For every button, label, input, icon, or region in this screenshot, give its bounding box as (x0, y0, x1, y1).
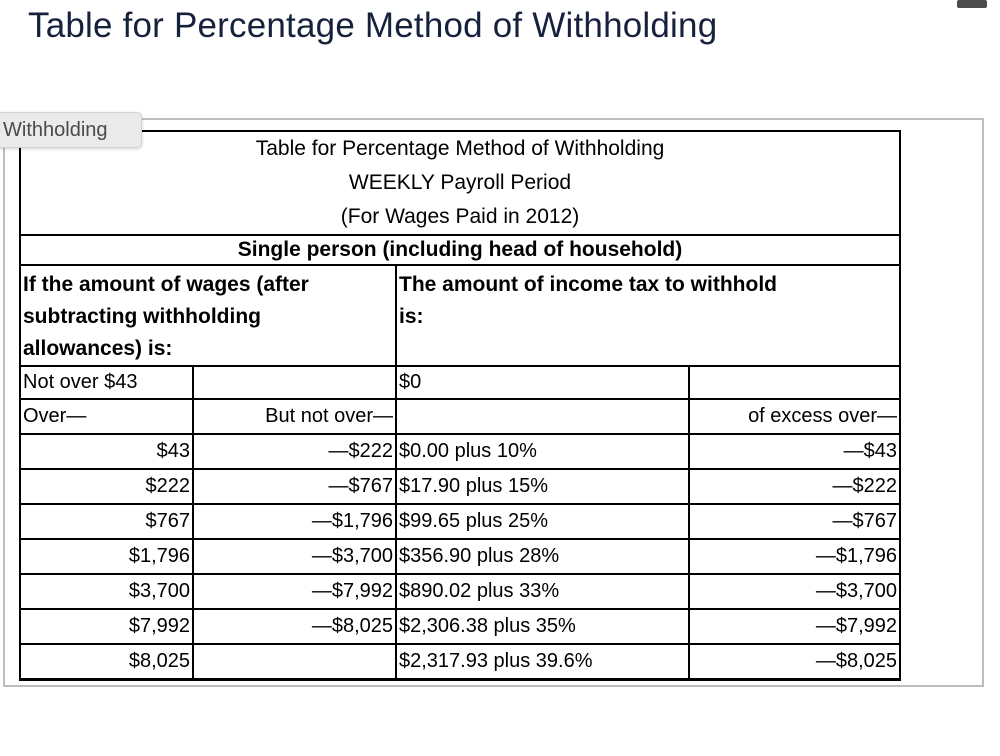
over-value: $767 (19, 503, 194, 540)
tax-formula: $2,317.93 plus 39.6% (395, 643, 690, 681)
not-over-tax: $0 (395, 365, 690, 400)
section-header-single: Single person (including head of househo… (18, 234, 902, 266)
not-over-row: Not over $43 $0 (19, 365, 902, 400)
tax-header-line: The amount of income tax to withhold (399, 273, 777, 296)
excess-over-value: —$3,700 (687, 573, 902, 610)
but-not-over-value: —$767 (192, 468, 397, 505)
over-value: $222 (19, 468, 194, 505)
tax-formula: $890.02 plus 33% (395, 573, 690, 610)
section-header-row: Single person (including head of househo… (18, 234, 902, 266)
but-not-over-value (192, 643, 397, 681)
column-header-row: If the amount of wages (after subtractin… (19, 264, 902, 367)
tax-header-line: is: (399, 305, 424, 328)
table-title-cell: Table for Percentage Method of Withholdi… (18, 130, 902, 236)
content-frame: Table for Percentage Method of Withholdi… (3, 118, 984, 687)
wages-paid-year: (For Wages Paid in 2012) (340, 205, 580, 228)
table-row: $8,025 $2,317.93 plus 39.6% —$8,025 (19, 643, 902, 681)
tax-formula: $2,306.38 plus 35% (395, 608, 690, 645)
over-value: $8,025 (19, 643, 194, 681)
over-value: $3,700 (19, 573, 194, 610)
table-row: $7,992 —$8,025 $2,306.38 plus 35% —$7,99… (19, 608, 902, 645)
wages-header-line: If the amount of wages (after (23, 273, 309, 296)
withholding-table: Table for Percentage Method of Withholdi… (18, 130, 902, 681)
excess-over-value: —$767 (687, 503, 902, 540)
table-row: $767 —$1,796 $99.65 plus 25% —$767 (19, 503, 902, 540)
excess-over-value: —$1,796 (687, 538, 902, 575)
not-over-label: Not over $43 (19, 365, 194, 400)
withholding-tooltip: Withholding (0, 112, 142, 148)
but-not-over-header: But not over— (192, 398, 397, 435)
payroll-period: WEEKLY Payroll Period (348, 171, 572, 194)
table-title: Table for Percentage Method of Withholdi… (255, 137, 665, 160)
empty-cell (192, 365, 397, 400)
table-row: $222 —$767 $17.90 plus 15% —$222 (19, 468, 902, 505)
wages-header-line: subtracting withholding (23, 305, 261, 328)
but-not-over-value: —$222 (192, 433, 397, 470)
empty-cell (395, 398, 690, 435)
excess-over-value: —$222 (687, 468, 902, 505)
over-header: Over— (19, 398, 194, 435)
excess-over-header: of excess over— (687, 398, 902, 435)
empty-cell (687, 365, 902, 400)
wages-header-line: allowances) is: (23, 337, 173, 360)
excess-over-value: —$7,992 (687, 608, 902, 645)
wages-column-header: If the amount of wages (after subtractin… (19, 264, 397, 367)
over-value: $7,992 (19, 608, 194, 645)
table-row: $43 —$222 $0.00 plus 10% —$43 (19, 433, 902, 470)
but-not-over-value: —$1,796 (192, 503, 397, 540)
tax-column-header: The amount of income tax to withhold is: (394, 264, 902, 367)
table-title-row: Table for Percentage Method of Withholdi… (18, 130, 902, 236)
over-value: $43 (19, 433, 194, 470)
excess-over-value: —$43 (687, 433, 902, 470)
over-value: $1,796 (19, 538, 194, 575)
range-header-row: Over— But not over— of excess over— (19, 398, 902, 435)
tax-formula: $0.00 plus 10% (395, 433, 690, 470)
scrollbar-thumb[interactable] (957, 0, 987, 8)
page-title: Table for Percentage Method of Withholdi… (28, 6, 718, 45)
table-row: $1,796 —$3,700 $356.90 plus 28% —$1,796 (19, 538, 902, 575)
but-not-over-value: —$3,700 (192, 538, 397, 575)
tax-formula: $99.65 plus 25% (395, 503, 690, 540)
excess-over-value: —$8,025 (687, 643, 902, 681)
tax-formula: $17.90 plus 15% (395, 468, 690, 505)
but-not-over-value: —$7,992 (192, 573, 397, 610)
table-row: $3,700 —$7,992 $890.02 plus 33% —$3,700 (19, 573, 902, 610)
tax-formula: $356.90 plus 28% (395, 538, 690, 575)
but-not-over-value: —$8,025 (192, 608, 397, 645)
